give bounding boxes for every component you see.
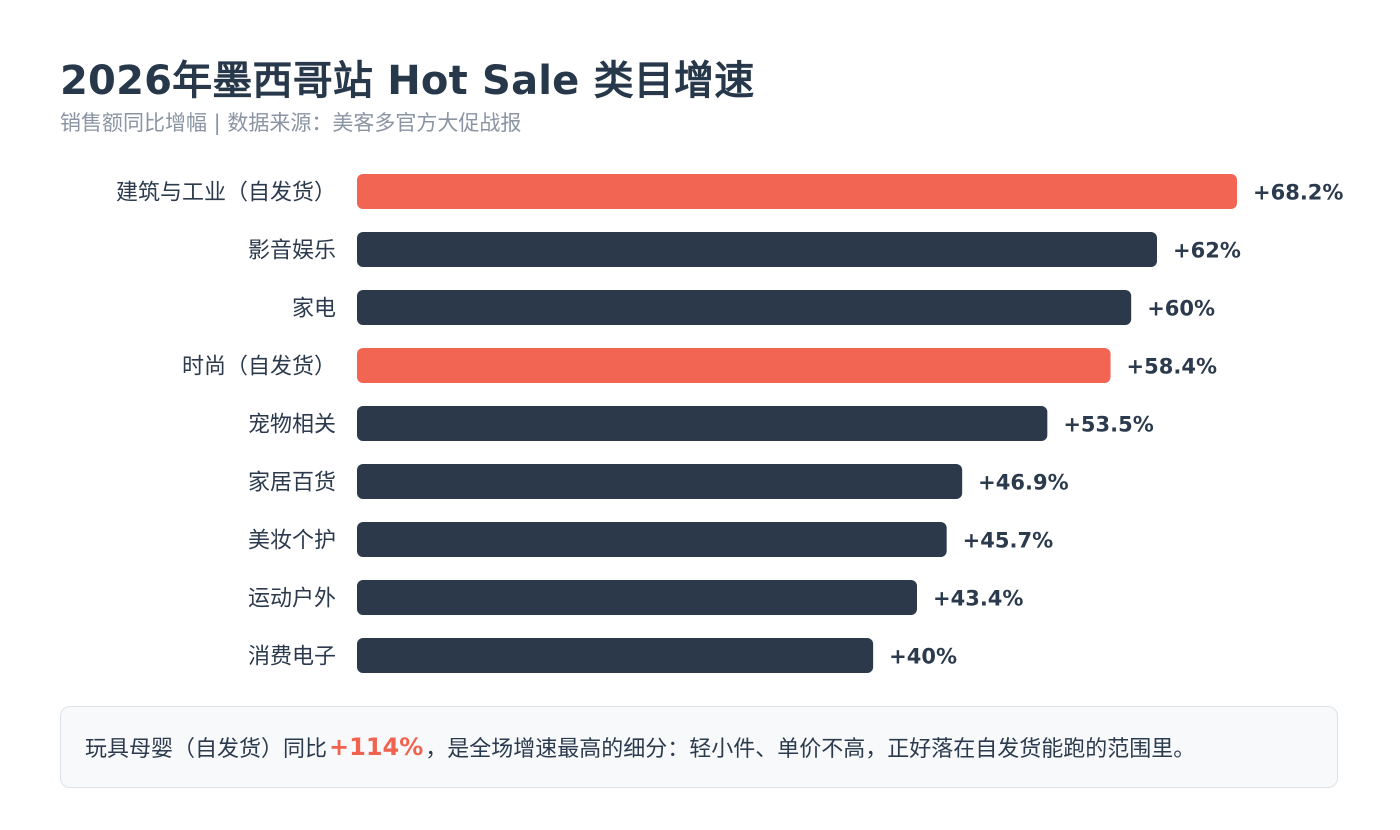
category-label: 建筑与工业（自发货） <box>116 181 336 206</box>
value-label: +62% <box>1173 239 1241 263</box>
note-suffix: ，是全场增速最高的细分：轻小件、单价不高，正好落在自发货能跑的范围里。 <box>425 737 1196 762</box>
note-prefix: 玩具母婴（自发货）同比 <box>85 737 328 762</box>
value-label: +60% <box>1147 297 1215 321</box>
bar <box>357 290 1132 325</box>
value-label: +40% <box>889 645 957 669</box>
category-label: 消费电子 <box>248 645 336 670</box>
category-label: 美妆个护 <box>248 529 336 554</box>
bar <box>357 522 947 557</box>
bar <box>357 580 917 615</box>
bar-chart: 建筑与工业（自发货） +68.2% 影音娱乐 +62% 家电 +60% 时尚（自发货） +58… <box>116 174 1343 673</box>
bar <box>357 464 963 499</box>
bar <box>357 348 1111 383</box>
bar <box>357 638 874 673</box>
bar <box>357 232 1157 267</box>
bar <box>357 406 1048 441</box>
category-label: 家居百货 <box>248 471 336 496</box>
category-label: 影音娱乐 <box>248 239 336 264</box>
value-label: +68.2% <box>1253 181 1343 205</box>
category-label: 宠物相关 <box>248 413 336 438</box>
value-label: +46.9% <box>978 471 1068 495</box>
chart-title: 2026年墨西哥站 Hot Sale 类目增速 <box>60 58 755 104</box>
chart-subtitle: 销售额同比增幅 | 数据来源：美客多官方大促战报 <box>60 111 522 135</box>
note-highlight-value: +114% <box>329 733 424 761</box>
category-label: 家电 <box>292 297 336 322</box>
category-label: 时尚（自发货） <box>182 355 336 380</box>
value-label: +45.7% <box>963 529 1053 553</box>
value-label: +43.4% <box>933 587 1023 611</box>
value-label: +53.5% <box>1063 413 1153 437</box>
bar <box>357 174 1237 209</box>
insight-note: 玩具母婴（自发货）同比 +114% ，是全场增速最高的细分：轻小件、单价不高，正… <box>60 706 1338 788</box>
value-label: +58.4% <box>1127 355 1217 379</box>
category-label: 运动户外 <box>248 587 336 612</box>
